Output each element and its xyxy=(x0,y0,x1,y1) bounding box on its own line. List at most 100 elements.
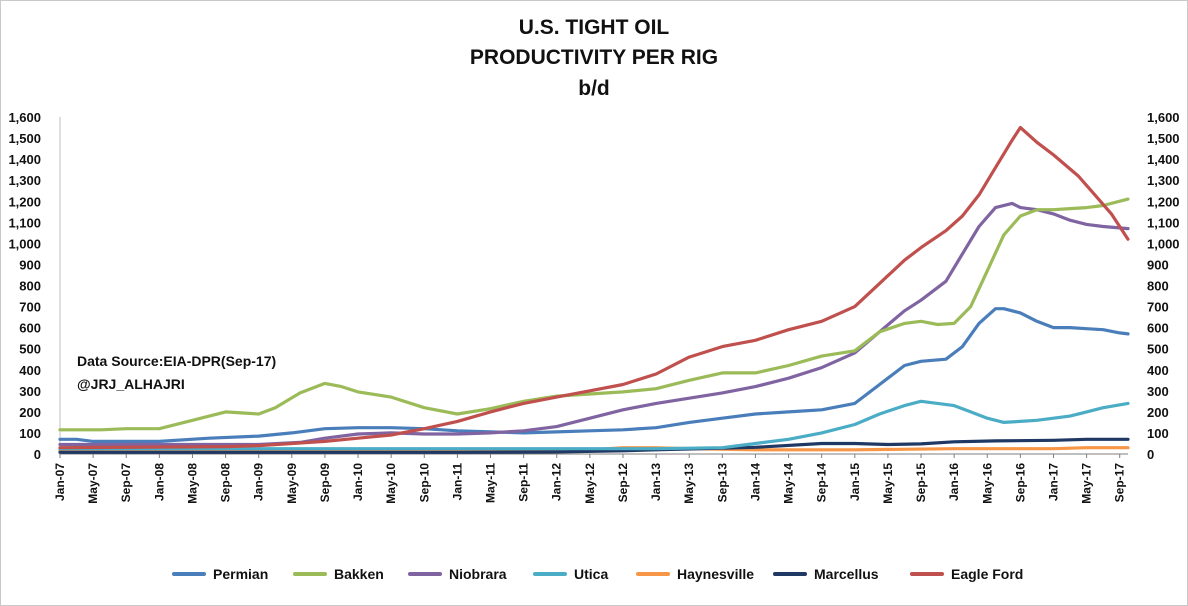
secondary-y-tick-label: 400 xyxy=(1147,363,1169,378)
x-tick-label: May-11 xyxy=(484,463,498,503)
legend-label: Utica xyxy=(574,566,609,582)
chart-legend: Permian Bakken Niobrara Utica Haynesville Mar… xyxy=(0,564,1188,584)
x-tick-label: May-12 xyxy=(583,463,597,504)
secondary-y-tick-label: 1,400 xyxy=(1147,152,1180,167)
x-tick-label: Jan-08 xyxy=(152,463,166,501)
secondary-y-tick-label: 0 xyxy=(1147,447,1154,462)
x-tick-label: Sep-14 xyxy=(815,463,829,503)
y-tick-label: 1,200 xyxy=(8,194,41,209)
x-tick-label: Jan-11 xyxy=(450,463,464,501)
series-line-bakken xyxy=(58,197,1130,432)
secondary-y-tick-label: 600 xyxy=(1147,321,1169,336)
secondary-y-tick-label: 200 xyxy=(1147,405,1169,420)
x-tick-label: May-07 xyxy=(86,463,100,504)
y-tick-label: 800 xyxy=(19,279,41,294)
x-tick-label: Sep-07 xyxy=(119,463,133,503)
chart-title-line-1: U.S. TIGHT OIL xyxy=(518,16,670,39)
y-tick-label: 1,500 xyxy=(8,131,41,146)
secondary-y-tick-label: 1,300 xyxy=(1147,173,1180,188)
legend-label: Haynesville xyxy=(677,566,755,582)
x-tick-label: Jan-13 xyxy=(649,463,663,501)
y-tick-label: 300 xyxy=(19,384,41,399)
x-tick-label: Sep-12 xyxy=(616,463,630,503)
legend-swatch xyxy=(636,572,670,576)
legend-label: Bakken xyxy=(334,566,384,582)
series-line-niobrara xyxy=(58,201,1130,447)
source-note: Data Source:EIA-DPR(Sep-17) xyxy=(77,353,277,369)
secondary-y-tick-label: 300 xyxy=(1147,384,1169,399)
legend-swatch xyxy=(910,572,944,576)
secondary-y-tick-label: 800 xyxy=(1147,279,1169,294)
x-tick-label: Jan-09 xyxy=(252,463,266,501)
series-line-permian xyxy=(58,307,1130,443)
x-tick-label: Jan-14 xyxy=(748,463,762,501)
x-tick-label: May-09 xyxy=(285,463,299,504)
x-tick-label: May-14 xyxy=(782,463,796,504)
x-tick-label: Jan-12 xyxy=(550,463,564,501)
series-line-marcellus xyxy=(58,437,1130,454)
x-tick-label: Sep-17 xyxy=(1113,463,1127,503)
series-line-utica xyxy=(58,399,1130,451)
legend-item-haynesville: Haynesville xyxy=(636,564,754,584)
x-tick-label: Jan-10 xyxy=(351,463,365,501)
x-tick-label: Jan-07 xyxy=(53,463,67,501)
x-tick-label: May-13 xyxy=(682,463,696,504)
secondary-y-tick-label: 1,500 xyxy=(1147,131,1180,146)
y-tick-label: 1,100 xyxy=(8,215,41,230)
legend-label: Permian xyxy=(213,566,269,582)
legend-item-permian: Permian xyxy=(172,564,268,584)
x-tick-label: May-17 xyxy=(1080,463,1094,504)
legend-swatch xyxy=(293,572,327,576)
secondary-y-tick-label: 1,000 xyxy=(1147,236,1180,251)
legend-swatch xyxy=(533,572,567,576)
y-tick-label: 700 xyxy=(19,300,41,315)
legend-label: Niobrara xyxy=(449,566,507,582)
x-tick-label: Jan-16 xyxy=(947,463,961,501)
secondary-y-tick-label: 700 xyxy=(1147,300,1169,315)
chart-title-line-2: PRODUCTIVITY PER RIG xyxy=(469,46,719,69)
secondary-y-tick-label: 900 xyxy=(1147,257,1169,272)
x-tick-label: Jan-15 xyxy=(848,463,862,501)
secondary-y-tick-label: 1,100 xyxy=(1147,215,1180,230)
y-tick-label: 900 xyxy=(19,257,41,272)
legend-item-niobrara: Niobrara xyxy=(408,564,507,584)
y-tick-label: 1,000 xyxy=(8,236,41,251)
y-tick-label: 400 xyxy=(19,363,41,378)
y-tick-label: 1,600 xyxy=(8,110,41,125)
author-handle: @JRJ_ALHAJRI xyxy=(77,376,185,392)
x-tick-label: Jan-17 xyxy=(1046,463,1060,501)
x-tick-label: May-15 xyxy=(881,463,895,504)
x-tick-label: Sep-13 xyxy=(715,463,729,503)
legend-item-bakken: Bakken xyxy=(293,564,384,584)
secondary-y-tick-label: 1,600 xyxy=(1147,110,1180,125)
legend-label: Marcellus xyxy=(814,566,879,582)
y-tick-label: 1,400 xyxy=(8,152,41,167)
x-tick-label: Sep-09 xyxy=(318,463,332,503)
y-tick-label: 200 xyxy=(19,405,41,420)
legend-item-eagle-ford: Eagle Ford xyxy=(910,564,1023,584)
x-tick-label: May-08 xyxy=(185,463,199,504)
x-tick-label: Sep-16 xyxy=(1013,463,1027,503)
chart-title-line-3: b/d xyxy=(578,77,610,100)
x-tick-label: Sep-10 xyxy=(417,463,431,503)
x-tick-label: May-10 xyxy=(384,463,398,504)
y-tick-label: 500 xyxy=(19,342,41,357)
y-tick-label: 100 xyxy=(19,426,41,441)
x-tick-label: Sep-11 xyxy=(517,463,531,502)
x-tick-label: Sep-08 xyxy=(219,463,233,503)
legend-label: Eagle Ford xyxy=(951,566,1024,582)
y-tick-label: 600 xyxy=(19,321,41,336)
secondary-y-tick-label: 500 xyxy=(1147,342,1169,357)
legend-swatch xyxy=(172,572,206,576)
legend-swatch xyxy=(773,572,807,576)
secondary-y-tick-label: 100 xyxy=(1147,426,1169,441)
legend-item-utica: Utica xyxy=(533,564,608,584)
legend-item-marcellus: Marcellus xyxy=(773,564,879,584)
series-line-eagle-ford xyxy=(58,125,1130,450)
y-tick-label: 1,300 xyxy=(8,173,41,188)
x-tick-label: Sep-15 xyxy=(914,463,928,503)
x-tick-label: May-16 xyxy=(980,463,994,504)
legend-swatch xyxy=(408,572,442,576)
y-tick-label: 0 xyxy=(34,447,41,462)
